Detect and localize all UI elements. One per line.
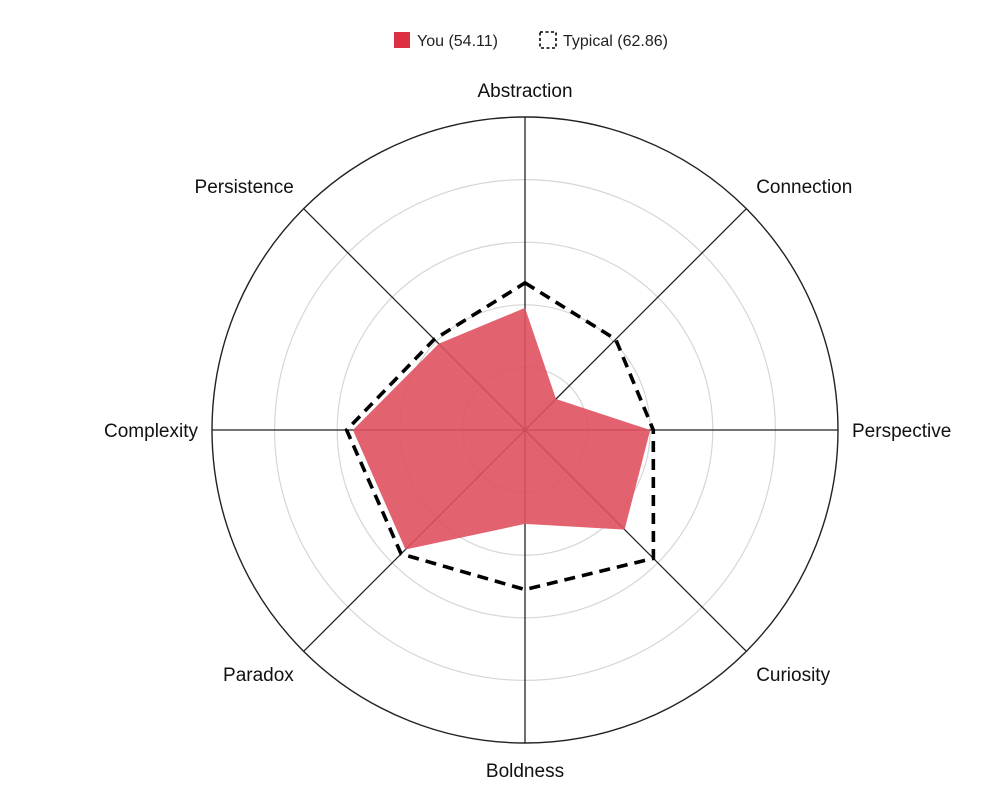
axis-label-connection: Connection xyxy=(756,177,852,198)
axis-label-boldness: Boldness xyxy=(486,761,564,782)
legend-item-typical[interactable]: Typical (62.86) xyxy=(539,31,668,50)
radar-axis-labels: Abstraction Connection Perspective Curiosit… xyxy=(104,81,951,782)
axis-spoke-connection xyxy=(524,208,747,431)
axis-label-complexity: Complexity xyxy=(104,421,198,442)
radar-series-layer xyxy=(344,280,656,592)
axis-label-persistence: Persistence xyxy=(195,177,294,198)
legend-label-you: You (54.11) xyxy=(417,33,498,50)
legend-item-you[interactable]: You (54.11) xyxy=(394,32,498,50)
axis-label-paradox: Paradox xyxy=(223,665,294,686)
axis-label-curiosity: Curiosity xyxy=(756,665,830,686)
legend-label-typical: Typical (62.86) xyxy=(563,33,668,50)
axis-label-perspective: Perspective xyxy=(852,421,951,442)
series-you-area xyxy=(352,307,651,550)
legend-swatch-you xyxy=(394,32,410,48)
axis-label-abstraction: Abstraction xyxy=(477,81,572,102)
legend: You (54.11) Typical (62.86) xyxy=(394,31,668,50)
legend-swatch-typical xyxy=(539,31,557,49)
series-typical-outline xyxy=(344,280,656,592)
